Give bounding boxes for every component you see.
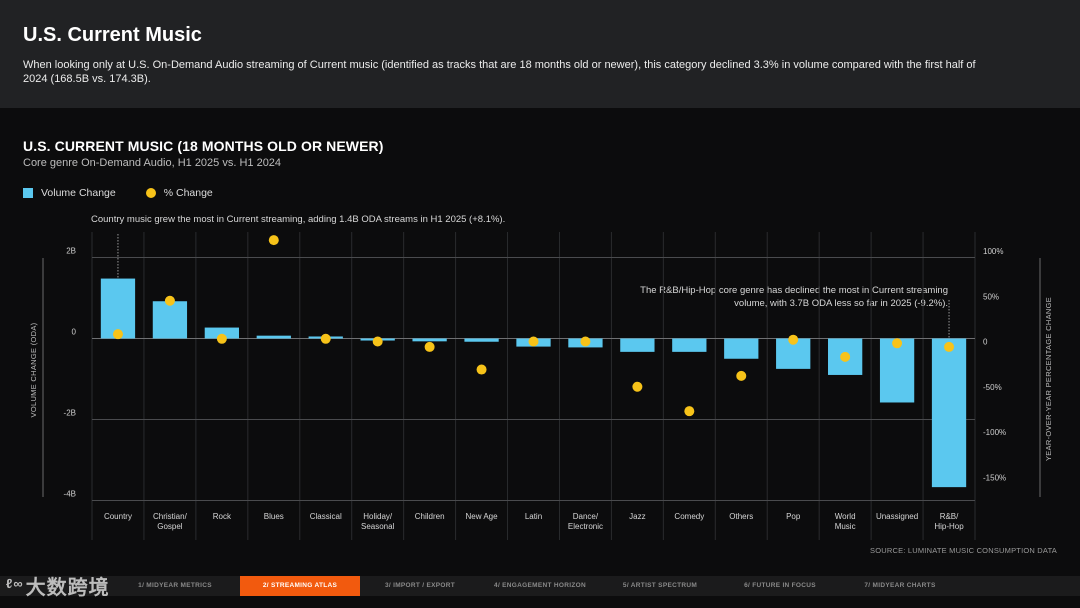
- nav-item-artist-spectrum[interactable]: 5/ ARTIST SPECTRUM: [622, 582, 698, 589]
- watermark-logo: ℓ∞ 大数跨境: [6, 571, 110, 600]
- y2-tick-label: -50%: [983, 383, 1002, 392]
- percent-dot: [424, 341, 435, 352]
- y2-tick-label: 100%: [983, 247, 1003, 256]
- nav-item-engagement-horizon[interactable]: 4/ ENGAGEMENT HORIZON: [494, 582, 586, 589]
- legend-percent-swatch: [145, 188, 156, 198]
- category-label: Dance/Electronic: [568, 512, 603, 531]
- annotation-country: Country music grew the most in Current s…: [91, 214, 506, 225]
- percent-dot: [164, 295, 175, 306]
- bar: [931, 338, 967, 488]
- bar: [464, 338, 499, 342]
- y-tick-label: -4B: [64, 490, 76, 499]
- watermark-mark-icon: ℓ∞: [6, 576, 24, 591]
- y-tick-label: 2B: [66, 247, 76, 256]
- bar: [100, 278, 136, 339]
- percent-dot: [632, 381, 643, 392]
- percent-dot: [216, 333, 227, 344]
- percent-dot: [788, 334, 799, 345]
- percent-dot: [320, 333, 331, 344]
- category-label: Children: [415, 512, 445, 521]
- category-label: Jazz: [629, 512, 645, 521]
- chart-legend: Volume Change % Change: [23, 186, 213, 200]
- nav-item-midyear-metrics[interactable]: 1/ MIDYEAR METRICS: [138, 582, 212, 589]
- chart-canvas: 2B 0 -2B -4B 100% 50% 0 -50% -100% -150% VOLUME CH…: [29, 232, 1053, 540]
- chart-title: U.S. CURRENT MUSIC (18 MONTHS OLD OR NEW…: [23, 138, 384, 154]
- legend-percent-label: % Change: [163, 187, 213, 199]
- page-description: When looking only at U.S. On-Demand Audi…: [23, 59, 976, 85]
- annotation-rnb-hiphop: The R&B/Hip-Hop core genre has declined …: [640, 285, 948, 309]
- section-nav: 1/ MIDYEAR METRICS 2/ STREAMING ATLAS 3/…: [0, 576, 1080, 596]
- category-label: Classical: [310, 512, 342, 521]
- y2-tick-label: 50%: [983, 292, 999, 301]
- y2-tick-label: -100%: [983, 428, 1006, 437]
- category-label: Christian/Gospel: [153, 512, 188, 531]
- legend-volume-label: Volume Change: [41, 187, 116, 199]
- bar: [672, 338, 707, 352]
- chart-subtitle: Core genre On-Demand Audio, H1 2025 vs. …: [23, 157, 282, 169]
- legend-volume-swatch: [23, 188, 33, 198]
- y2-tick-label: -150%: [983, 473, 1006, 482]
- y2-axis-title: YEAR-OVER-YEAR PERCENTAGE CHANGE: [1044, 297, 1053, 461]
- category-label: Pop: [786, 512, 801, 521]
- percent-dot: [580, 336, 591, 347]
- bar: [620, 338, 655, 352]
- percent-dot: [268, 235, 279, 246]
- header-banner: U.S. Current Music When looking only at …: [0, 0, 1080, 108]
- category-label: Others: [729, 512, 753, 521]
- percent-dot: [944, 341, 955, 352]
- percent-dot: [476, 364, 487, 375]
- category-label: Comedy: [674, 512, 704, 521]
- bar: [152, 301, 188, 339]
- percent-dot: [684, 406, 695, 417]
- category-label: New Age: [466, 512, 499, 521]
- category-label: Country: [104, 512, 132, 521]
- percent-dot: [528, 336, 539, 347]
- percent-dot: [112, 329, 123, 340]
- category-label: World Music: [835, 512, 856, 531]
- bar: [256, 335, 291, 339]
- nav-item-future-in-focus[interactable]: 6/ FUTURE IN FOCUS: [744, 582, 816, 589]
- bar: [724, 338, 759, 359]
- category-label: Holiday/Seasonal: [361, 512, 395, 531]
- y-tick-label: -2B: [64, 409, 76, 418]
- nav-item-streaming-atlas[interactable]: 2/ STREAMING ATLAS: [240, 576, 360, 596]
- category-label: Blues: [264, 512, 284, 521]
- watermark-text: 大数跨境: [25, 577, 110, 599]
- percent-dot: [892, 338, 903, 349]
- nav-item-midyear-charts[interactable]: 7/ MIDYEAR CHARTS: [864, 582, 936, 589]
- percent-dot: [736, 370, 747, 381]
- y2-tick-label: 0: [983, 338, 988, 347]
- category-label: Unassigned: [876, 512, 918, 521]
- bar: [204, 327, 239, 339]
- percent-dot: [372, 336, 383, 347]
- category-label: R&B/Hip-Hop: [934, 512, 964, 531]
- page-title: U.S. Current Music: [23, 24, 202, 46]
- y-tick-label: 0: [72, 328, 77, 337]
- category-label: Latin: [525, 512, 542, 521]
- category-label: Rock: [213, 512, 232, 521]
- nav-item-import-export[interactable]: 3/ IMPORT / EXPORT: [384, 582, 456, 589]
- y-axis-title: VOLUME CHANGE (ODA): [29, 322, 38, 417]
- source-note: SOURCE: LUMINATE MUSIC CONSUMPTION DATA: [870, 546, 1057, 555]
- percent-dot: [840, 351, 851, 362]
- bar: [412, 338, 447, 342]
- bar: [879, 338, 915, 403]
